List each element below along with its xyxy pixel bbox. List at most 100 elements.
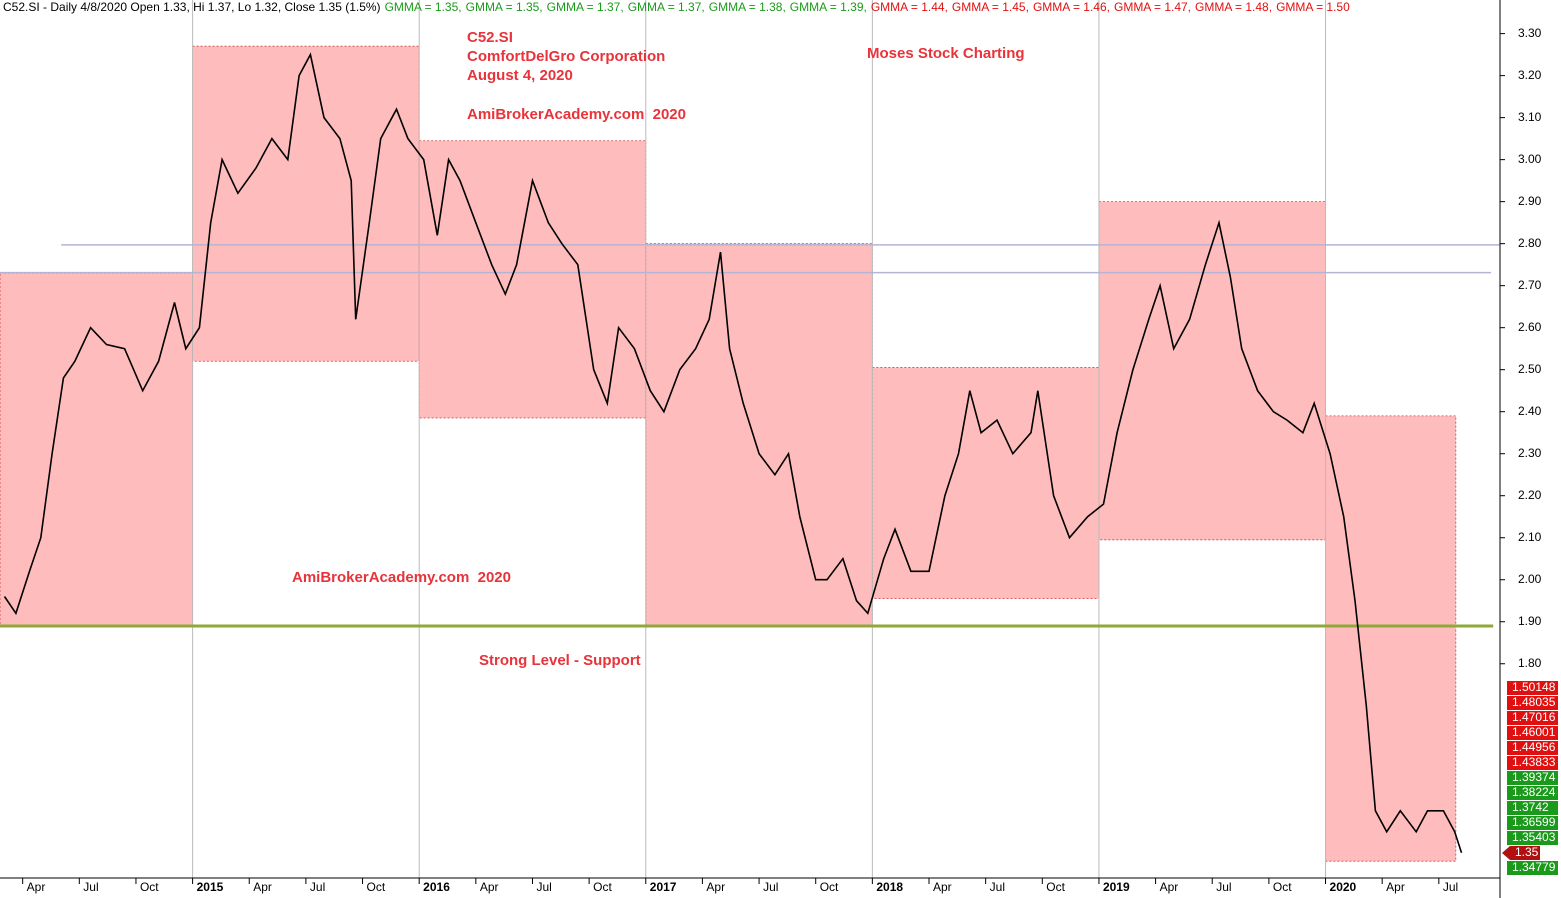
price-line — [3, 52, 1463, 854]
range-box — [645, 243, 873, 627]
gmma-label: GMMA = 1.45, — [952, 0, 1029, 14]
y-tick-label: 2.80 — [1518, 236, 1542, 250]
annotation: AmiBrokerAcademy.com 2020 — [467, 106, 686, 123]
range-box — [0, 272, 193, 627]
range-box — [1098, 201, 1326, 541]
x-tick-label: 2015 — [197, 880, 224, 894]
value-box — [1507, 816, 1558, 830]
gmma-label: GMMA = 1.37, — [547, 0, 624, 14]
y-tick-label: 2.20 — [1518, 488, 1542, 502]
x-tick-label: Jul — [763, 880, 778, 894]
x-tick-label: Apr — [1160, 880, 1179, 894]
y-tick-label: 2.30 — [1518, 446, 1542, 460]
x-tick-label: Apr — [27, 880, 46, 894]
y-tick-label: 2.60 — [1518, 320, 1542, 334]
x-tick-label: 2020 — [1330, 880, 1357, 894]
x-tick-label: 2018 — [876, 880, 903, 894]
y-tick-label: 3.10 — [1518, 110, 1542, 124]
gmma-label: GMMA = 1.46, — [1033, 0, 1110, 14]
header: C52.SI - Daily 4/8/2020 Open 1.33, Hi 1.… — [3, 0, 1350, 14]
y-tick-label: 2.00 — [1518, 572, 1542, 586]
y-tick-label: 2.70 — [1518, 278, 1542, 292]
value-box-label: 1.35403 — [1512, 830, 1556, 844]
value-box — [1507, 711, 1558, 725]
range-box — [192, 45, 420, 362]
value-box — [1507, 771, 1558, 785]
value-box — [1507, 831, 1558, 845]
x-tick-label: Jul — [1443, 880, 1458, 894]
gmma-label: GMMA = 1.47, — [1114, 0, 1191, 14]
value-box — [1507, 681, 1558, 695]
y-tick-label: 3.00 — [1518, 152, 1542, 166]
x-tick-label: 2016 — [423, 880, 450, 894]
gmma-label: GMMA = 1.39, — [790, 0, 867, 14]
value-box-label: 1.3742 — [1512, 800, 1549, 814]
x-tick-label: Apr — [933, 880, 952, 894]
value-box — [1507, 726, 1558, 740]
value-box — [1507, 801, 1558, 815]
annotation: C52.SI — [467, 29, 513, 46]
x-tick-label: Oct — [367, 880, 386, 894]
value-box-label: 1.34779 — [1512, 860, 1556, 874]
x-tick-label: Oct — [140, 880, 159, 894]
value-box — [1507, 696, 1558, 710]
y-tick-label: 3.30 — [1518, 26, 1542, 40]
x-tick-label: Oct — [820, 880, 839, 894]
x-tick-label: Apr — [480, 880, 499, 894]
header-text: C52.SI - Daily 4/8/2020 Open 1.33, Hi 1.… — [3, 0, 381, 14]
gmma-label: GMMA = 1.37, — [628, 0, 705, 14]
x-tick-label: Jul — [310, 880, 325, 894]
annotation: ComfortDelGro Corporation — [467, 48, 665, 65]
y-tick-label: 1.90 — [1518, 614, 1542, 628]
x-tick-label: Oct — [1046, 880, 1065, 894]
value-box — [1507, 756, 1558, 770]
gmma-label: GMMA = 1.35, — [466, 0, 543, 14]
annotation: AmiBrokerAcademy.com 2020 — [292, 569, 511, 586]
annotation: August 4, 2020 — [467, 67, 573, 84]
y-tick-label: 2.40 — [1518, 404, 1542, 418]
gmma-label: GMMA = 1.44, — [871, 0, 948, 14]
y-tick-label: 2.50 — [1518, 362, 1542, 376]
x-tick-label: Jul — [83, 880, 98, 894]
range-box — [1325, 415, 1457, 862]
range-box — [871, 367, 1100, 600]
value-box — [1507, 786, 1558, 800]
gmma-label: GMMA = 1.50 — [1276, 0, 1350, 14]
x-tick-label: Oct — [593, 880, 612, 894]
x-tick-label: 2017 — [650, 880, 677, 894]
gmma-label: GMMA = 1.48, — [1195, 0, 1272, 14]
value-box — [1507, 861, 1558, 875]
value-box-label: 1.46001 — [1512, 725, 1556, 739]
annotation: Strong Level - Support — [479, 652, 641, 669]
x-tick-label: Apr — [253, 880, 272, 894]
x-tick-label: Apr — [1386, 880, 1405, 894]
value-box-label: 1.50148 — [1512, 680, 1556, 694]
value-box — [1510, 846, 1540, 860]
y-tick-label: 2.90 — [1518, 194, 1542, 208]
x-tick-label: Jul — [990, 880, 1005, 894]
price-arrow — [1502, 846, 1510, 860]
range-box — [418, 140, 647, 419]
annotation: Moses Stock Charting — [867, 45, 1025, 62]
x-tick-label: Jul — [1216, 880, 1231, 894]
y-tick-label: 2.10 — [1518, 530, 1542, 544]
y-tick-label: 1.80 — [1518, 656, 1542, 670]
value-box-label: 1.36599 — [1512, 815, 1556, 829]
x-tick-label: Apr — [706, 880, 725, 894]
value-box-label: 1.48035 — [1512, 695, 1556, 709]
value-box-label: 1.47016 — [1512, 710, 1556, 724]
value-box — [1507, 741, 1558, 755]
x-tick-label: Jul — [536, 880, 551, 894]
x-tick-label: 2019 — [1103, 880, 1130, 894]
value-box-label: 1.39374 — [1512, 770, 1556, 784]
value-box-label: 1.43833 — [1512, 755, 1556, 769]
gmma-label: GMMA = 1.38, — [709, 0, 786, 14]
x-tick-label: Oct — [1273, 880, 1292, 894]
value-box-label: 1.44956 — [1512, 740, 1556, 754]
value-box-label: 1.38224 — [1512, 785, 1556, 799]
value-box-label: 1.35 — [1515, 845, 1539, 859]
gmma-label: GMMA = 1.35, — [385, 0, 462, 14]
y-tick-label: 3.20 — [1518, 68, 1542, 82]
